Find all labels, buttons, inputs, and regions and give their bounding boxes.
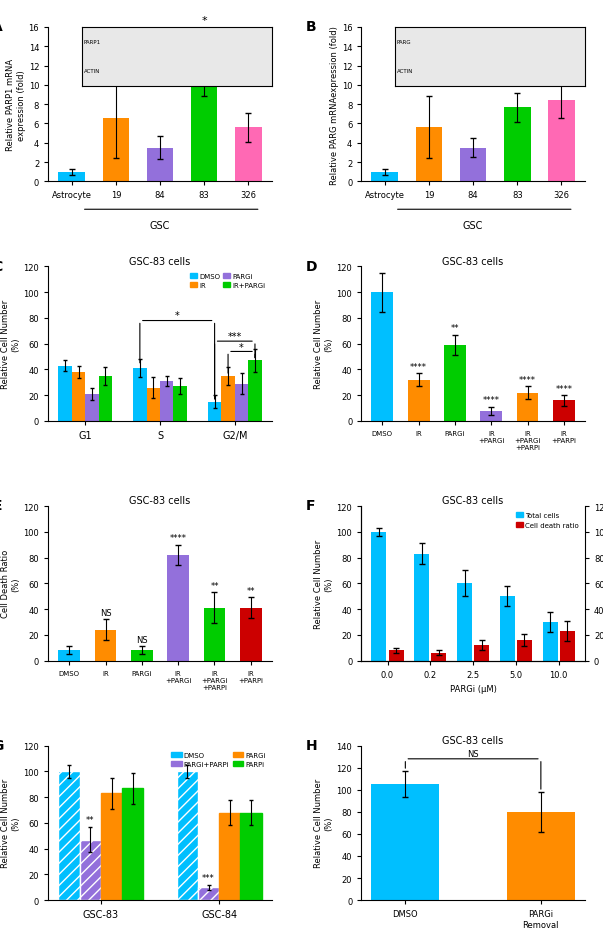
Bar [147, 148, 173, 182]
Text: ****: **** [169, 534, 187, 543]
Text: ****: **** [555, 384, 572, 393]
Y-axis label: Relative PARP1 mRNA
expression (fold): Relative PARP1 mRNA expression (fold) [7, 59, 26, 151]
Text: NS: NS [467, 749, 479, 758]
Bar [371, 784, 439, 900]
Bar [517, 393, 538, 421]
Bar [504, 108, 531, 182]
Legend: DMSO, IR, PARGi, IR+PARGi: DMSO, IR, PARGi, IR+PARGi [187, 271, 268, 291]
Bar [131, 651, 153, 661]
Bar [414, 554, 429, 661]
Text: *: * [201, 16, 207, 26]
Bar [219, 813, 241, 900]
Text: *: * [175, 311, 180, 320]
X-axis label: GSC: GSC [150, 221, 170, 231]
Bar [235, 128, 262, 182]
Bar [80, 840, 101, 900]
Bar [147, 388, 160, 421]
Bar [122, 788, 144, 900]
Title: GSC-83 cells: GSC-83 cells [130, 496, 191, 506]
Text: A: A [0, 20, 3, 34]
Bar [58, 173, 85, 182]
Text: H: H [305, 738, 317, 752]
Text: E: E [0, 498, 2, 513]
Bar [167, 555, 189, 661]
Text: ***: *** [202, 873, 215, 883]
Text: G: G [0, 738, 4, 752]
Text: ****: **** [519, 375, 536, 384]
Bar [58, 367, 72, 421]
Bar [160, 381, 174, 421]
X-axis label: GSC: GSC [463, 221, 483, 231]
Bar [415, 128, 442, 182]
Text: ****: **** [410, 362, 427, 371]
Y-axis label: Relative Cell Number
(%): Relative Cell Number (%) [314, 779, 333, 868]
Bar [553, 401, 575, 421]
Bar [204, 608, 226, 661]
Bar [431, 653, 446, 661]
Text: *: * [239, 342, 244, 353]
Bar [177, 771, 198, 900]
Legend: Total cells, Cell death ratio: Total cells, Cell death ratio [513, 509, 581, 531]
Bar [191, 63, 218, 182]
Text: **: ** [210, 581, 219, 590]
Text: D: D [305, 260, 317, 274]
Bar [548, 101, 575, 182]
Text: NS: NS [136, 635, 148, 644]
Bar [235, 384, 248, 421]
Text: B: B [305, 20, 316, 34]
Bar [481, 411, 502, 421]
Bar [500, 597, 515, 661]
Bar [371, 532, 387, 661]
Text: ****: **** [483, 396, 500, 405]
Title: GSC-83 cells: GSC-83 cells [443, 496, 504, 506]
Text: **: ** [247, 586, 255, 595]
Bar [95, 630, 116, 661]
Bar [103, 119, 129, 182]
Legend: DMSO, PARGi+PARPi, PARGi, PARPi: DMSO, PARGi+PARPi, PARGi, PARPi [168, 749, 268, 770]
Bar [408, 380, 429, 421]
Bar [72, 373, 85, 421]
Bar [198, 887, 219, 900]
Y-axis label: Relative Cell Number
(%): Relative Cell Number (%) [1, 779, 21, 868]
Bar [517, 640, 532, 661]
Title: GSC-83 cells: GSC-83 cells [443, 256, 504, 266]
Bar [460, 148, 487, 182]
Y-axis label: Relative Cell Number
(%): Relative Cell Number (%) [314, 539, 333, 628]
Bar [58, 651, 80, 661]
Bar [133, 368, 147, 421]
Bar [457, 584, 472, 661]
Bar [174, 387, 187, 421]
Bar [474, 645, 489, 661]
Bar [101, 793, 122, 900]
Title: GSC-83 cells: GSC-83 cells [443, 735, 504, 745]
Bar [543, 623, 558, 661]
Bar [85, 394, 99, 421]
Bar [560, 631, 575, 661]
Text: **: ** [86, 816, 95, 824]
Bar [208, 402, 221, 421]
Title: GSC-83 cells: GSC-83 cells [130, 256, 191, 266]
Text: NS: NS [99, 608, 112, 617]
Text: C: C [0, 260, 2, 274]
Bar [248, 361, 262, 421]
Bar [240, 608, 262, 661]
Text: F: F [305, 498, 315, 513]
Bar [444, 345, 466, 421]
Bar [371, 173, 398, 182]
Bar [371, 293, 393, 421]
Bar [507, 812, 575, 900]
Y-axis label: Relative PARG mRNAexpression (fold): Relative PARG mRNAexpression (fold) [330, 26, 339, 185]
Bar [388, 651, 403, 661]
Text: ***: *** [228, 331, 242, 342]
X-axis label: PARGi (μM): PARGi (μM) [450, 685, 496, 693]
Bar [221, 377, 235, 421]
Y-axis label: Cell Death Ratio
(%): Cell Death Ratio (%) [1, 549, 21, 618]
Bar [241, 813, 262, 900]
Y-axis label: Relative Cell Number
(%): Relative Cell Number (%) [1, 300, 21, 389]
Bar [99, 377, 112, 421]
Bar [58, 771, 80, 900]
Text: **: ** [450, 324, 459, 333]
Y-axis label: Relative Cell Number
(%): Relative Cell Number (%) [314, 300, 333, 389]
